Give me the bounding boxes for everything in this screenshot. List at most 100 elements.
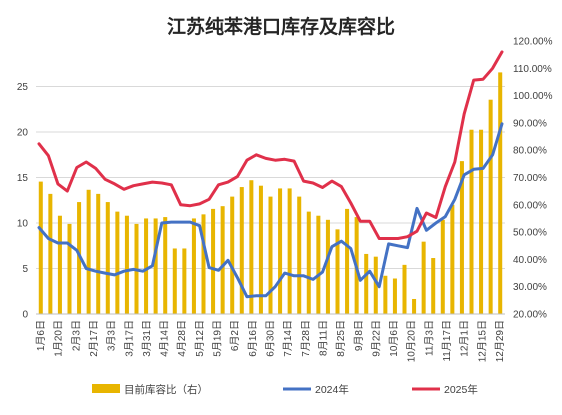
bar	[115, 211, 120, 314]
bar	[124, 215, 129, 314]
bar	[440, 219, 445, 314]
y-right-tick-label: 20.00%	[513, 310, 547, 321]
x-tick-label: 9月22日	[370, 320, 382, 357]
bar	[172, 248, 177, 314]
bar	[77, 202, 82, 314]
x-tick-label: 8月11日	[317, 320, 329, 356]
bar	[383, 275, 388, 314]
bar	[57, 215, 62, 314]
x-tick-label: 2月17日	[88, 320, 100, 357]
y-left-tick-label: 10	[17, 219, 29, 230]
legend-label: 2025年	[444, 383, 478, 396]
bar-series	[38, 72, 503, 315]
series-line	[37, 122, 504, 299]
y-left-tick-label: 20	[17, 128, 29, 139]
bar	[230, 196, 235, 314]
bar	[201, 214, 206, 314]
bar	[402, 264, 407, 314]
y-right-tick-label: 80.00%	[513, 146, 547, 157]
y-left-tick-label: 5	[22, 264, 28, 275]
bar	[144, 218, 149, 314]
bar	[364, 253, 369, 314]
bar	[86, 189, 91, 314]
bar	[392, 278, 397, 314]
legend-swatch	[92, 384, 120, 393]
bar	[105, 202, 110, 314]
bar	[220, 206, 225, 314]
y-right-tick-label: 50.00%	[513, 228, 547, 239]
x-tick-label: 4月28日	[176, 320, 188, 357]
axes: 0 5 10 15 20 25 20.00% 30.00% 40.00% 50.00% 60.00%…	[17, 37, 553, 363]
y-right-tick-label: 100.00%	[513, 91, 553, 102]
x-tick-label: 10月6日	[388, 320, 400, 357]
x-tick-label: 5月19日	[212, 320, 224, 357]
y-right-tick-label: 90.00%	[513, 118, 547, 129]
x-tick-label: 2月3日	[70, 320, 82, 351]
x-tick-label: 6月30日	[265, 320, 277, 357]
bar	[211, 208, 216, 314]
bar	[431, 258, 436, 314]
bar	[67, 223, 72, 314]
legend-label: 目前库容比（右）	[124, 383, 208, 396]
x-tick-label: 4月14日	[159, 320, 171, 357]
y-right-tick-label: 110.00%	[513, 64, 552, 75]
bar	[459, 161, 464, 314]
bar	[373, 256, 378, 314]
x-tick-label: 6月16日	[247, 320, 259, 357]
bar	[412, 298, 417, 314]
bar	[325, 219, 330, 314]
bar	[153, 218, 158, 314]
bar	[239, 187, 244, 314]
bar	[278, 188, 283, 314]
bar	[498, 72, 503, 315]
bar	[96, 193, 101, 314]
y-left-tick-label: 25	[17, 82, 29, 93]
bar	[258, 185, 263, 314]
bar	[249, 180, 254, 314]
y-right-tick-label: 40.00%	[513, 255, 547, 266]
y-left-tick-label: 15	[17, 173, 29, 184]
x-tick-label: 11月3日	[423, 320, 435, 356]
x-tick-label: 1月20日	[53, 320, 65, 357]
y-right-tick-label: 120.00%	[513, 37, 553, 48]
bar	[163, 217, 168, 314]
bar	[479, 129, 484, 314]
bar	[345, 208, 350, 314]
legend: 目前库容比（右） 2024年 2025年	[92, 383, 478, 396]
y-left-tick-label: 0	[22, 310, 28, 321]
x-tick-label: 12月1日	[459, 320, 471, 357]
x-tick-label: 12月15日	[476, 320, 488, 362]
bar	[38, 181, 43, 314]
bar	[306, 211, 311, 314]
x-tick-label: 5月12日	[194, 320, 206, 357]
bar	[297, 196, 302, 314]
x-tick-label: 7月14日	[282, 320, 294, 357]
y-right-tick-label: 30.00%	[513, 282, 547, 293]
x-tick-label: 3月31日	[141, 320, 153, 357]
bar	[48, 193, 53, 314]
x-tick-label: 10月20日	[406, 320, 418, 362]
bar	[182, 248, 187, 314]
bar	[469, 129, 474, 314]
chart-title: 江苏纯苯港口库存及库容比	[166, 16, 395, 38]
bar	[316, 215, 321, 314]
bar	[287, 188, 292, 314]
bar	[335, 229, 340, 314]
x-tick-label: 3月17日	[123, 320, 135, 357]
x-tick-label: 9月8日	[353, 320, 365, 351]
x-tick-label: 11月17日	[441, 320, 453, 362]
x-tick-label: 6月2日	[229, 320, 241, 351]
x-tick-label: 7月28日	[300, 320, 312, 357]
x-tick-label: 12月29日	[494, 320, 506, 362]
bar	[268, 196, 273, 314]
y-right-tick-label: 70.00%	[513, 173, 547, 184]
y-right-tick-label: 60.00%	[513, 200, 547, 211]
bar	[421, 241, 426, 314]
bar	[191, 218, 196, 314]
bar	[450, 204, 455, 314]
series-line	[37, 50, 504, 240]
x-tick-label: 8月25日	[335, 320, 347, 357]
bar	[488, 99, 493, 314]
